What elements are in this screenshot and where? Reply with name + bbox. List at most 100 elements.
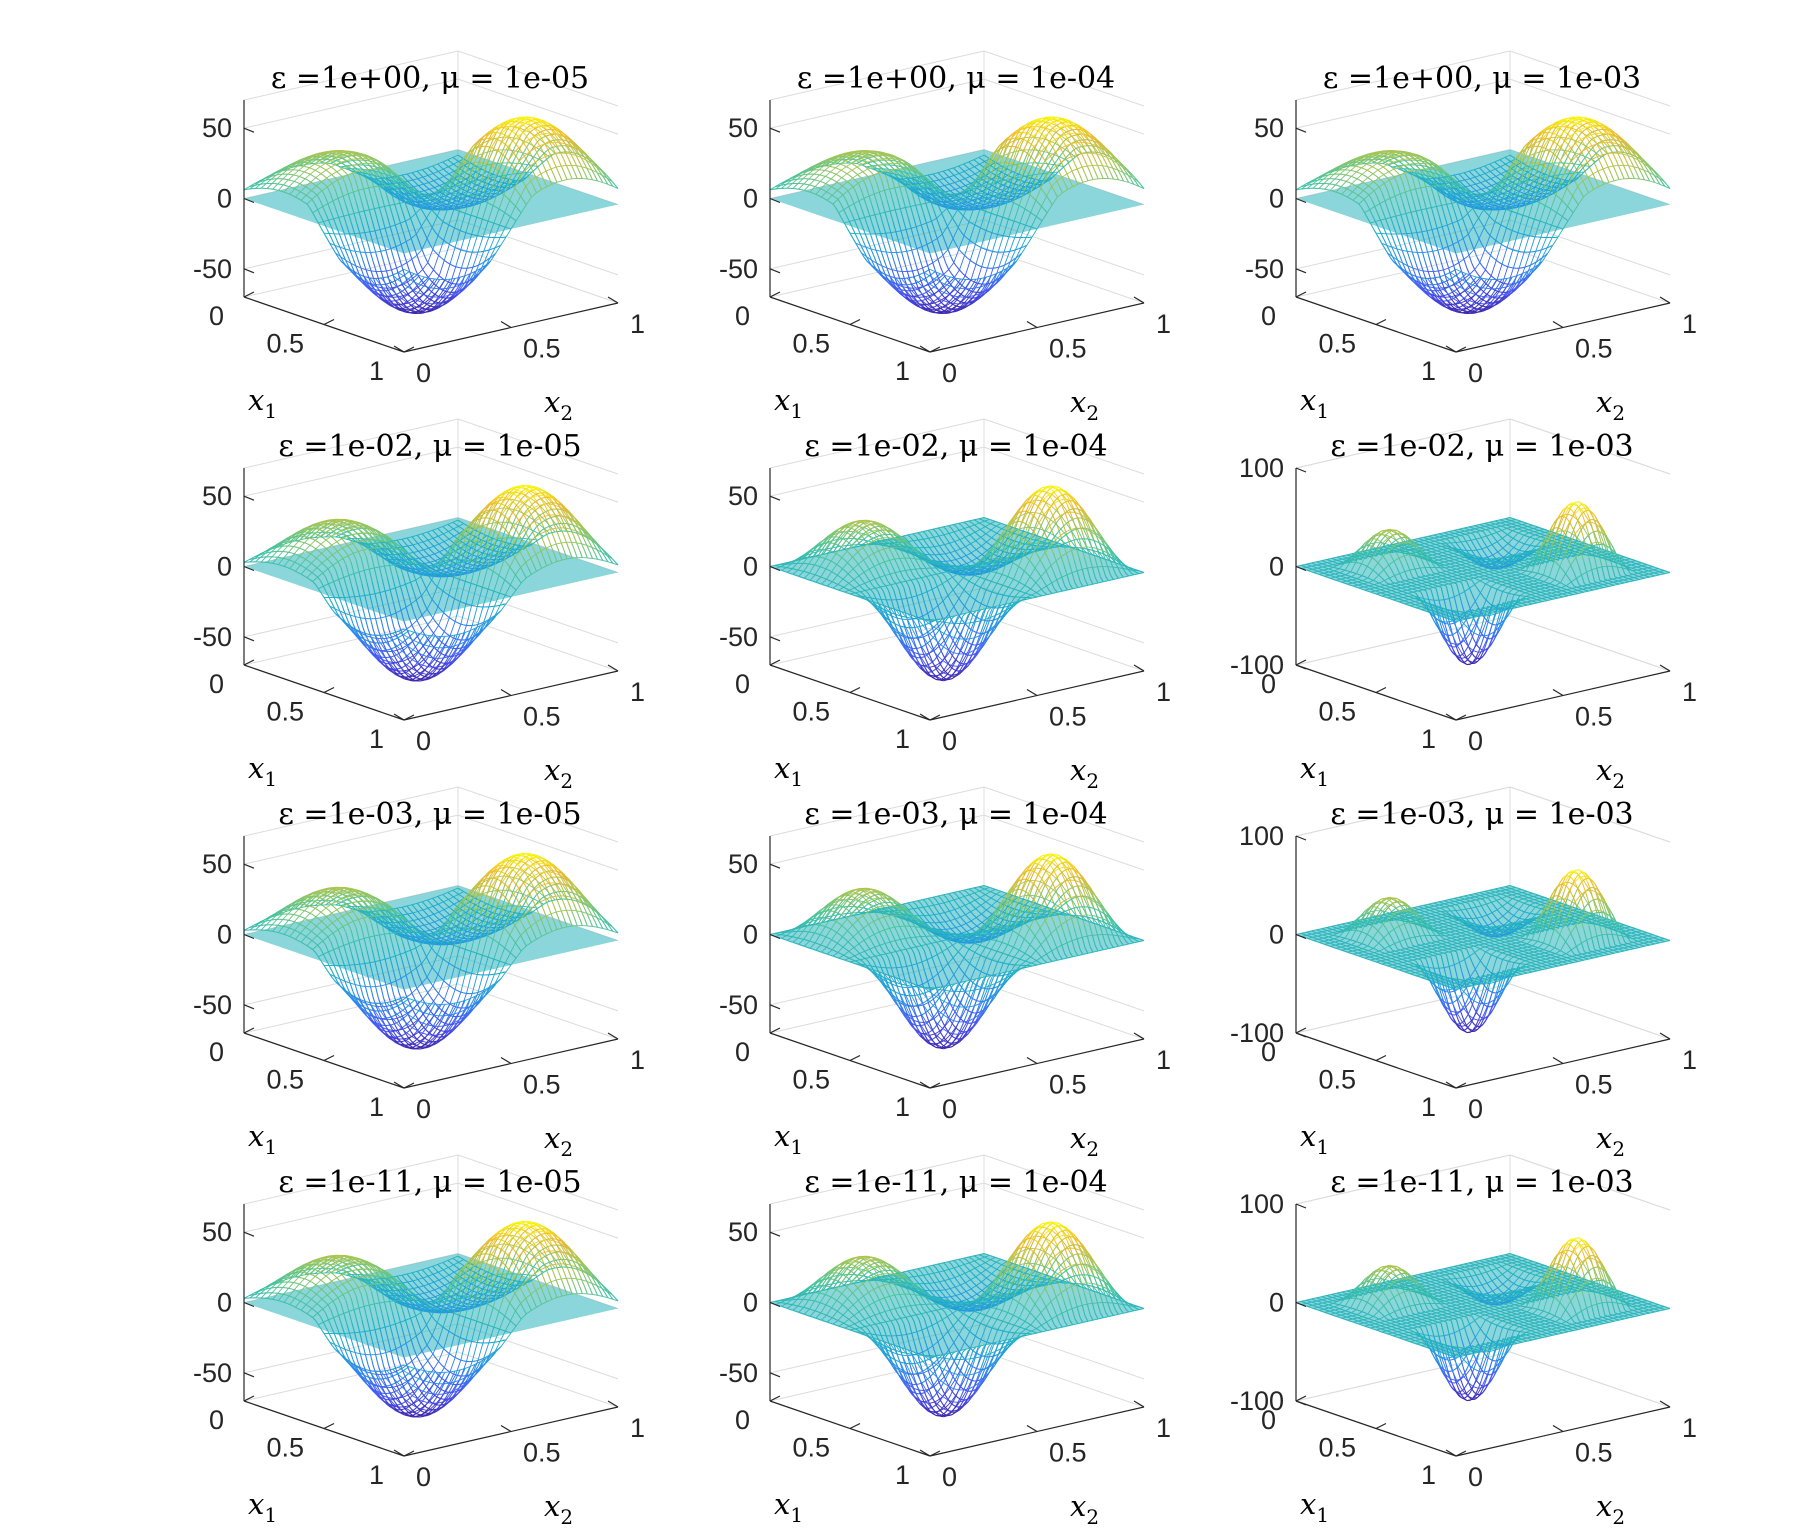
mesh-segment bbox=[368, 262, 371, 271]
mesh-segment bbox=[389, 260, 392, 270]
mesh-segment bbox=[371, 253, 374, 263]
mesh-segment bbox=[502, 142, 505, 144]
mesh-segment bbox=[376, 252, 379, 262]
mesh-segment bbox=[548, 163, 551, 169]
mesh-segment bbox=[412, 296, 415, 299]
mesh-segment bbox=[409, 276, 412, 279]
mesh-segment bbox=[316, 178, 319, 180]
mesh-segment bbox=[323, 168, 326, 170]
mesh-segment bbox=[350, 250, 353, 258]
mesh-segment bbox=[536, 150, 539, 154]
mesh-segment bbox=[378, 262, 381, 272]
mesh-segment bbox=[332, 175, 335, 178]
mesh-segment bbox=[512, 132, 515, 134]
mesh-segment bbox=[329, 234, 332, 240]
mesh-segment bbox=[559, 160, 562, 166]
mesh-segment bbox=[402, 285, 405, 290]
grid-line bbox=[244, 248, 458, 297]
mesh-segment bbox=[456, 267, 459, 268]
mesh-segment bbox=[527, 132, 530, 136]
mesh-segment bbox=[513, 157, 516, 163]
mesh-segment bbox=[415, 268, 418, 275]
mesh-segment bbox=[381, 251, 384, 261]
mesh-segment bbox=[556, 167, 559, 174]
mesh-segment bbox=[523, 148, 526, 153]
mesh-segment bbox=[556, 154, 559, 160]
mesh-segment bbox=[431, 266, 434, 270]
mesh-segment bbox=[321, 174, 324, 176]
mesh-segment bbox=[327, 238, 330, 243]
mesh-segment bbox=[355, 251, 358, 259]
mesh-segment bbox=[544, 159, 547, 161]
mesh-segment bbox=[523, 133, 526, 136]
mesh-segment bbox=[347, 242, 350, 250]
mesh-segment bbox=[436, 273, 439, 276]
mesh-segment bbox=[342, 169, 345, 172]
mesh-segment bbox=[321, 228, 324, 233]
mesh-segment bbox=[537, 139, 540, 142]
mesh-segment bbox=[432, 292, 435, 294]
mesh-segment bbox=[345, 172, 348, 175]
mesh-segment bbox=[513, 141, 516, 144]
mesh-segment bbox=[559, 174, 562, 181]
mesh-segment bbox=[526, 155, 529, 160]
mesh-segment bbox=[590, 174, 593, 180]
mesh-segment bbox=[503, 143, 506, 149]
mesh-segment bbox=[449, 244, 452, 246]
mesh-segment bbox=[561, 166, 564, 173]
mesh-segment bbox=[407, 263, 410, 272]
mesh-segment bbox=[437, 279, 440, 284]
mesh-segment bbox=[326, 170, 329, 172]
mesh-segment bbox=[365, 253, 368, 262]
mesh-segment bbox=[551, 169, 554, 176]
mesh-segment bbox=[450, 264, 453, 266]
mesh-segment bbox=[564, 173, 567, 180]
mesh-segment bbox=[384, 261, 387, 271]
mesh-segment bbox=[429, 289, 432, 292]
mesh-segment bbox=[580, 172, 583, 179]
mesh-segment bbox=[517, 128, 520, 132]
mesh-segment bbox=[546, 171, 549, 178]
mesh-segment bbox=[390, 275, 393, 276]
mesh-segment bbox=[313, 176, 316, 178]
mesh-segment bbox=[328, 165, 331, 167]
mesh-segment bbox=[547, 157, 550, 159]
mesh-segment bbox=[386, 250, 389, 260]
mesh-segment bbox=[506, 157, 509, 160]
mesh-segment bbox=[497, 157, 500, 164]
mesh-segment bbox=[318, 172, 321, 174]
mesh-segment bbox=[523, 159, 526, 164]
mesh-segment bbox=[538, 168, 541, 174]
mesh-segment bbox=[569, 172, 572, 179]
mesh-segment bbox=[452, 246, 455, 248]
mesh-segment bbox=[434, 270, 437, 273]
mesh-segment bbox=[527, 147, 530, 152]
mesh-segment bbox=[554, 176, 557, 183]
mesh-segment bbox=[419, 281, 422, 284]
mesh-segment bbox=[329, 172, 332, 174]
mesh-segment bbox=[391, 249, 394, 259]
mesh-segment bbox=[423, 270, 426, 274]
mesh-segment bbox=[451, 283, 454, 284]
mesh-segment bbox=[444, 260, 447, 262]
mesh-segment bbox=[513, 145, 516, 151]
mesh-segment bbox=[534, 142, 537, 146]
mesh-segment bbox=[566, 153, 569, 159]
mesh-segment bbox=[504, 178, 507, 179]
mesh-segment bbox=[331, 167, 334, 169]
mesh-segment bbox=[357, 243, 360, 252]
surface-plot-grid: 00.51 00.51-50050x1 x2ε =1e+00, μ = 1e-050… bbox=[0, 0, 1802, 1532]
mesh-segment bbox=[447, 262, 450, 264]
mesh-segment bbox=[543, 165, 546, 171]
mesh-segment bbox=[333, 248, 336, 253]
mesh-segment bbox=[524, 143, 527, 147]
mesh-segment bbox=[578, 154, 581, 155]
mesh-segment bbox=[428, 300, 431, 303]
mesh-segment bbox=[553, 161, 556, 167]
mesh-segment bbox=[433, 249, 436, 252]
mesh-segment bbox=[435, 294, 438, 296]
mesh-segment bbox=[275, 190, 278, 191]
mesh-segment bbox=[305, 179, 308, 181]
mesh-segment bbox=[439, 276, 442, 278]
